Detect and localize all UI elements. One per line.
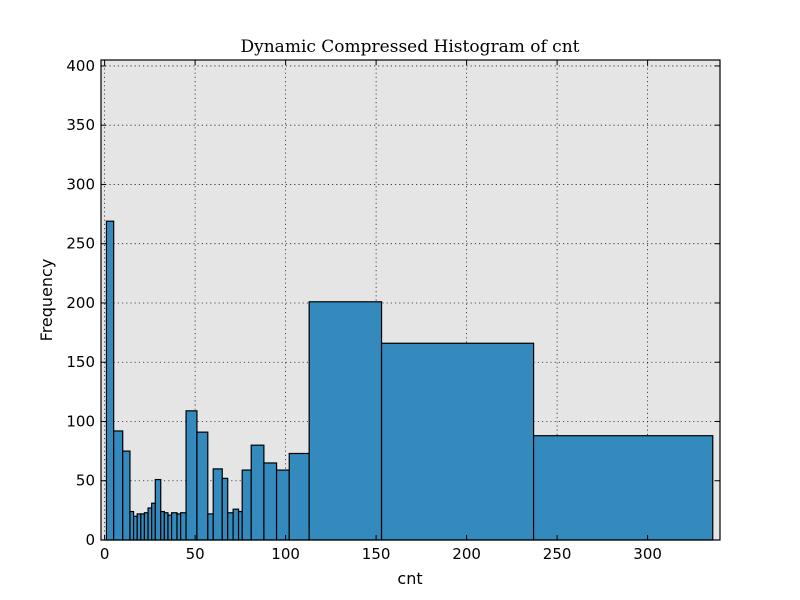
- histogram-bar: [105, 220, 115, 541]
- histogram-bar: [122, 450, 131, 541]
- histogram-bar: [212, 468, 223, 541]
- x-tick-label: 200: [452, 545, 481, 563]
- x-tick-label: 0: [100, 545, 110, 563]
- y-tick-label: 0: [85, 531, 95, 549]
- y-tick-label: 250: [66, 235, 95, 253]
- histogram-bar: [113, 430, 124, 541]
- histogram-bar: [263, 462, 278, 541]
- histogram-bar: [232, 508, 240, 541]
- x-tick-label: 250: [543, 545, 572, 563]
- histogram-bar: [207, 513, 214, 541]
- histogram-bar: [250, 444, 265, 541]
- y-tick-label: 50: [76, 472, 95, 490]
- histogram-bar: [227, 512, 234, 541]
- histogram-bar: [308, 301, 383, 541]
- histogram-bar: [275, 469, 290, 541]
- x-axis-label: cnt: [397, 569, 422, 588]
- histogram-bar: [154, 478, 162, 541]
- histogram-bar: [532, 435, 714, 541]
- histogram-bar: [170, 512, 178, 541]
- x-tick-label: 100: [271, 545, 300, 563]
- y-tick-label: 100: [66, 412, 95, 430]
- histogram-bar: [221, 477, 229, 541]
- y-tick-label: 200: [66, 294, 95, 312]
- plot-frame: [100, 59, 721, 541]
- histogram-bars: [105, 220, 714, 541]
- y-tick-label: 350: [66, 116, 95, 134]
- y-tick-label: 300: [66, 175, 95, 193]
- axis-ticks: 0 50 100 150 200 250 300 0 50 100 150 200 250 300 350 4…: [66, 57, 720, 563]
- histogram-bar: [380, 342, 535, 541]
- chart-title: Dynamic Compressed Histogram of cnt: [241, 37, 580, 57]
- histogram-bar: [185, 410, 198, 541]
- histogram-bar: [180, 512, 187, 541]
- y-axis-label: Frequency: [37, 259, 56, 342]
- histogram-bar: [196, 431, 209, 541]
- y-tick-label: 400: [66, 57, 95, 75]
- x-tick-label: 300: [633, 545, 662, 563]
- y-tick-label: 150: [66, 353, 95, 371]
- x-tick-label: 150: [362, 545, 391, 563]
- histogram-bar: [288, 452, 310, 541]
- histogram-bar: [241, 469, 252, 541]
- x-tick-label: 50: [186, 545, 205, 563]
